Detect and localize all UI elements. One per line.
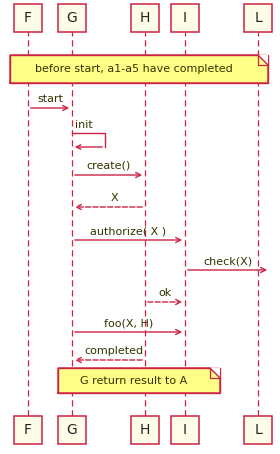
Text: ok: ok	[158, 288, 172, 298]
FancyBboxPatch shape	[244, 416, 272, 444]
FancyBboxPatch shape	[58, 4, 86, 32]
Text: init: init	[75, 120, 93, 130]
FancyBboxPatch shape	[10, 55, 268, 83]
Text: check(X): check(X)	[203, 256, 252, 266]
FancyBboxPatch shape	[171, 416, 199, 444]
FancyBboxPatch shape	[14, 416, 42, 444]
Text: F: F	[24, 423, 32, 437]
Polygon shape	[210, 368, 220, 378]
Text: H: H	[140, 11, 150, 25]
Text: L: L	[254, 423, 262, 437]
Text: L: L	[254, 11, 262, 25]
Text: X: X	[110, 193, 118, 203]
FancyBboxPatch shape	[131, 416, 159, 444]
Text: before start, a1-a5 have completed: before start, a1-a5 have completed	[35, 64, 233, 74]
Text: F: F	[24, 11, 32, 25]
Text: G return result to A: G return result to A	[80, 375, 188, 385]
FancyBboxPatch shape	[58, 416, 86, 444]
Text: create(): create()	[86, 161, 131, 171]
FancyBboxPatch shape	[171, 4, 199, 32]
Text: I: I	[183, 423, 187, 437]
Text: foo(X, H): foo(X, H)	[104, 318, 153, 328]
Text: authorize( X ): authorize( X )	[90, 226, 167, 236]
Text: G: G	[67, 423, 77, 437]
FancyBboxPatch shape	[131, 4, 159, 32]
FancyBboxPatch shape	[58, 368, 220, 393]
Polygon shape	[258, 55, 268, 65]
Text: G: G	[67, 11, 77, 25]
Text: I: I	[183, 11, 187, 25]
Text: completed: completed	[85, 346, 144, 356]
Text: start: start	[37, 94, 63, 104]
FancyBboxPatch shape	[14, 4, 42, 32]
FancyBboxPatch shape	[244, 4, 272, 32]
Text: H: H	[140, 423, 150, 437]
